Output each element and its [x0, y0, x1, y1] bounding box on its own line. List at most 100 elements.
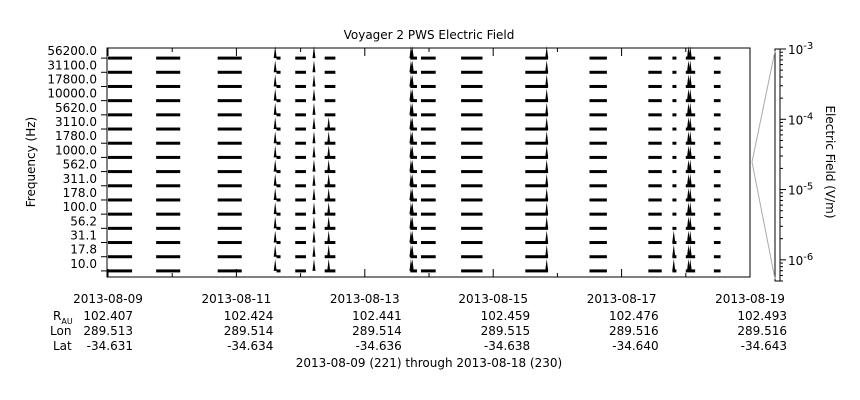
trace-segment — [648, 56, 662, 60]
trace-segment — [295, 212, 306, 216]
burst-spike — [545, 74, 549, 87]
trace-segment — [648, 70, 662, 74]
trace-segment — [672, 113, 677, 117]
trace-segment — [589, 113, 607, 117]
trace-segment — [108, 141, 133, 145]
trace-segment — [672, 84, 677, 88]
trace-segment — [525, 113, 549, 117]
burst-spike — [327, 187, 331, 200]
trace-segment — [713, 84, 721, 88]
burst-spike — [273, 187, 277, 200]
burst-spike — [688, 187, 692, 200]
ephemeris-value: 102.493 — [737, 309, 787, 323]
trace-segment — [525, 56, 549, 60]
trace-segment — [648, 155, 662, 159]
trace-segment — [713, 155, 721, 159]
trace-segment — [525, 84, 549, 88]
burst-spike — [545, 46, 549, 59]
burst-spike — [545, 173, 549, 186]
trace-segment — [276, 198, 281, 202]
trace-segment — [217, 127, 242, 131]
trace-segment — [589, 255, 607, 259]
channel-label: 100.0 — [63, 200, 97, 214]
trace-segment — [461, 170, 483, 174]
channel-label: 3110.0 — [55, 115, 97, 129]
trace-segment — [525, 99, 549, 103]
trace-segment — [713, 70, 721, 74]
trace-segment — [589, 84, 607, 88]
trace-segment — [295, 141, 306, 145]
burst-spike — [672, 244, 676, 257]
ephemeris-row-label: RAU — [53, 309, 73, 326]
trace-segment — [217, 212, 242, 216]
trace-segment — [276, 127, 281, 131]
burst-spike — [312, 216, 316, 229]
trace-segment — [525, 184, 549, 188]
trace-segment — [648, 84, 662, 88]
burst-spike — [273, 116, 277, 130]
ephemeris-row-label: Lat — [53, 339, 72, 353]
ephemeris-value: -34.631 — [87, 339, 133, 353]
trace-segment — [217, 198, 242, 202]
burst-spike — [672, 258, 676, 271]
burst-spike — [688, 244, 692, 257]
trace-segment — [648, 198, 662, 202]
colorbar-tick-label: 10-4 — [788, 111, 813, 127]
trace-segment — [589, 269, 607, 273]
trace-segment — [108, 184, 133, 188]
burst-spike — [327, 116, 331, 130]
trace-segment — [525, 226, 549, 230]
burst-spike — [273, 230, 277, 243]
trace-segment — [276, 170, 281, 174]
trace-segment — [672, 70, 677, 74]
trace-segment — [525, 241, 549, 245]
burst-spike — [688, 145, 692, 158]
trace-segment — [420, 141, 436, 145]
trace-segment — [461, 198, 483, 202]
burst-spike — [545, 159, 549, 172]
burst-spike — [410, 216, 414, 229]
burst-spike — [327, 131, 331, 144]
trace-segment — [156, 113, 181, 117]
trace-segment — [648, 127, 662, 131]
trace-segment — [108, 84, 133, 88]
colorbar-tick-label: 10-5 — [788, 182, 813, 198]
trace-segment — [276, 241, 281, 245]
burst-spike — [327, 244, 331, 257]
trace-segment — [420, 127, 436, 131]
ephemeris-value: 289.516 — [737, 324, 787, 338]
colorbar — [774, 48, 781, 282]
burst-spike — [410, 202, 414, 215]
trace-segment — [156, 70, 181, 74]
trace-segment — [420, 184, 436, 188]
burst-spike — [312, 202, 316, 215]
burst-spike — [410, 159, 414, 172]
burst-spike — [545, 244, 549, 257]
plot-frame — [106, 47, 751, 278]
burst-spike — [312, 116, 316, 130]
trace-segment — [108, 255, 133, 259]
trace-segment — [589, 170, 607, 174]
colorbar-tick-label: 10-3 — [788, 41, 813, 57]
trace-segment — [461, 141, 483, 145]
trace-segment — [156, 241, 181, 245]
trace-segment — [420, 269, 436, 273]
burst-spike — [688, 74, 692, 87]
colorbar-connector — [751, 50, 776, 163]
trace-segment — [713, 56, 721, 60]
trace-segment — [324, 99, 336, 103]
burst-spike — [410, 46, 414, 59]
trace-segment — [217, 255, 242, 259]
trace-segment — [713, 184, 721, 188]
trace-segment — [648, 226, 662, 230]
burst-spike — [312, 60, 316, 73]
trace-segment — [217, 226, 242, 230]
burst-spike — [688, 258, 692, 271]
burst-spike — [327, 173, 331, 186]
trace-segment — [420, 198, 436, 202]
trace-segment — [672, 170, 677, 174]
trace-segment — [461, 226, 483, 230]
trace-segment — [672, 212, 677, 216]
burst-spike — [273, 74, 277, 87]
burst-spike — [312, 145, 316, 158]
